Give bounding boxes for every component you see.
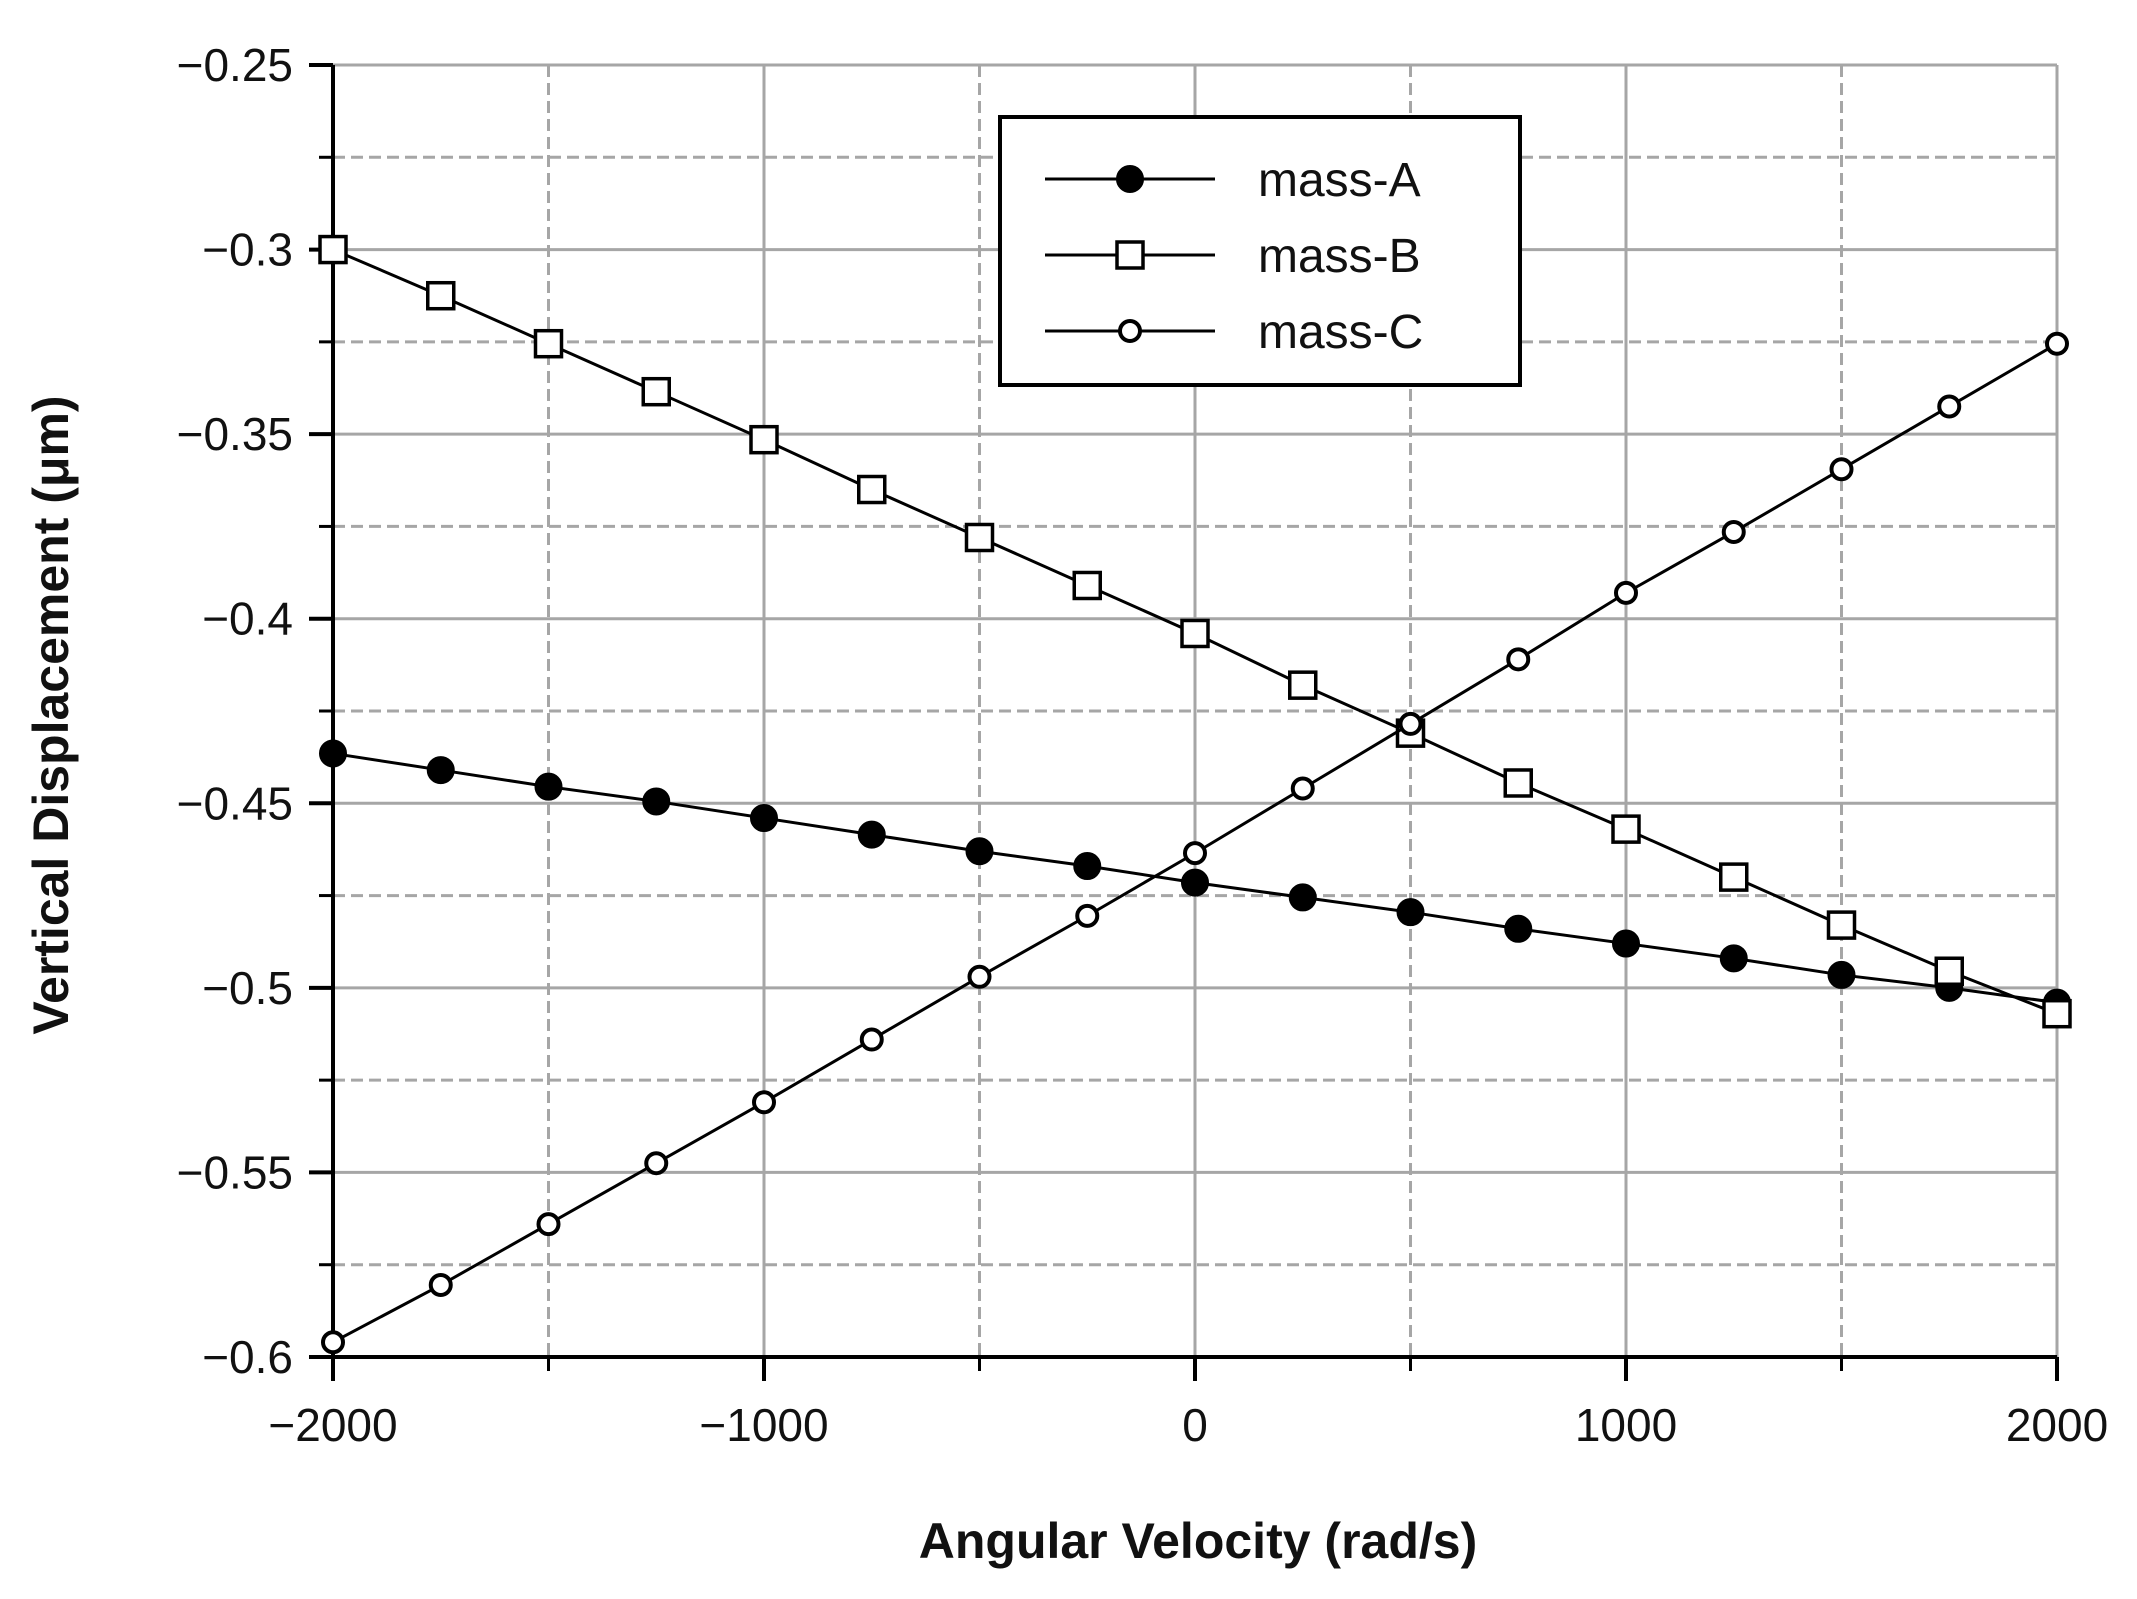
axes: −2000 −1000 0 1000 2000 −0.6 −0.55 −0.5 −0.45 −0.… xyxy=(177,39,2109,1451)
data-point-mass-b xyxy=(1719,862,1749,892)
data-point-mass-c xyxy=(1721,519,1746,544)
legend-label: mass-C xyxy=(1258,306,1423,359)
data-point-mass-b xyxy=(2042,998,2072,1029)
data-point-mass-a xyxy=(1827,960,1856,989)
series-mass-a xyxy=(319,739,2071,1017)
data-point-mass-c xyxy=(2045,331,2069,356)
series-mass-c xyxy=(321,331,2069,1355)
legend-label: mass-B xyxy=(1258,230,1421,283)
x-tick-label: −2000 xyxy=(268,1399,397,1451)
y-tick-label: −0.5 xyxy=(202,962,293,1014)
y-tick-label: −0.6 xyxy=(202,1331,293,1383)
data-point-mass-c xyxy=(967,964,992,989)
data-point-mass-b xyxy=(641,376,671,407)
data-point-mass-a xyxy=(1073,852,1102,881)
data-point-mass-a xyxy=(750,804,778,833)
legend-item-mass-b: mass-B xyxy=(1045,230,1421,283)
data-point-mass-c xyxy=(752,1090,776,1115)
data-point-mass-b xyxy=(426,280,456,311)
data-point-mass-c xyxy=(1183,841,1207,866)
x-tick-label: −1000 xyxy=(699,1399,828,1451)
legend-item-mass-c: mass-C xyxy=(1045,306,1423,359)
y-tick-label: −0.35 xyxy=(177,408,293,460)
data-point-mass-b xyxy=(1288,670,1318,700)
data-point-mass-a xyxy=(426,756,455,785)
data-point-mass-c xyxy=(1506,647,1531,672)
data-point-mass-a xyxy=(319,739,347,768)
x-tick-label: 1000 xyxy=(1575,1399,1677,1451)
data-point-mass-b xyxy=(1503,768,1533,798)
x-axis-title: Angular Velocity (rad/s) xyxy=(919,1513,1477,1569)
data-point-mass-c xyxy=(1075,903,1100,928)
y-tick-label: −0.55 xyxy=(177,1146,293,1198)
legend-marker-mass-a xyxy=(1116,165,1144,193)
data-point-mass-b xyxy=(1934,956,1964,986)
data-point-mass-b xyxy=(749,424,779,455)
data-point-mass-a xyxy=(642,787,671,816)
data-point-mass-a xyxy=(1612,929,1640,958)
data-point-mass-b xyxy=(1826,910,1857,940)
data-point-mass-c xyxy=(1829,457,1854,482)
data-point-mass-a xyxy=(1719,944,1748,973)
data-point-mass-c xyxy=(859,1027,884,1052)
y-tick-label: −0.25 xyxy=(177,39,293,91)
data-point-mass-c xyxy=(428,1273,453,1298)
data-point-mass-b xyxy=(318,234,348,265)
data-point-mass-a xyxy=(1504,914,1533,943)
y-tick-label: −0.45 xyxy=(177,777,293,829)
data-point-mass-b xyxy=(1611,814,1641,844)
data-point-mass-b xyxy=(964,522,995,553)
legend-marker-mass-b xyxy=(1115,240,1145,270)
data-point-mass-c xyxy=(321,1330,345,1355)
y-tick-label: −0.4 xyxy=(202,593,293,645)
legend: mass-A mass-B mass-C xyxy=(998,115,1522,387)
data-point-mass-c xyxy=(644,1151,669,1176)
data-point-mass-a xyxy=(1396,898,1425,927)
series-layer xyxy=(318,234,2072,1355)
data-point-mass-a xyxy=(965,837,994,866)
legend-label: mass-A xyxy=(1258,154,1421,207)
x-tick-label: 2000 xyxy=(2006,1399,2108,1451)
data-point-mass-b xyxy=(1180,618,1210,649)
data-point-mass-c xyxy=(1614,580,1638,605)
data-point-mass-c xyxy=(536,1212,561,1237)
y-axis-title: Vertical Displacement (μm) xyxy=(23,395,79,1034)
data-point-mass-a xyxy=(534,772,563,801)
data-point-mass-b xyxy=(857,474,887,505)
data-point-mass-c xyxy=(1937,394,1962,419)
legend-box xyxy=(998,115,1522,387)
data-point-mass-a xyxy=(1288,883,1317,912)
data-point-mass-c xyxy=(1290,776,1315,801)
data-point-mass-c xyxy=(1398,711,1423,736)
y-tick-label: −0.3 xyxy=(202,224,293,276)
data-point-mass-a xyxy=(857,820,886,849)
data-point-mass-a xyxy=(1181,868,1209,897)
legend-item-mass-a: mass-A xyxy=(1045,154,1421,207)
data-point-mass-b xyxy=(533,328,564,359)
x-tick-label: 0 xyxy=(1182,1399,1208,1451)
legend-marker-mass-c xyxy=(1118,319,1142,343)
data-point-mass-b xyxy=(1072,570,1102,601)
